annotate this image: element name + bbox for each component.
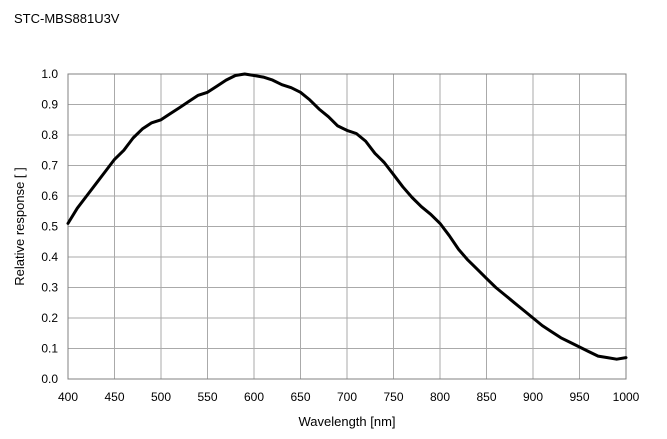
x-tick-label: 700 <box>337 390 357 404</box>
y-tick-label: 0.4 <box>41 250 58 264</box>
y-tick-label: 0.1 <box>41 342 58 356</box>
y-tick-label: 0.7 <box>41 159 58 173</box>
x-tick-label: 900 <box>523 390 543 404</box>
y-tick-label: 0.0 <box>41 372 58 386</box>
plot-frame <box>67 73 627 380</box>
y-tick-label: 0.6 <box>41 189 58 203</box>
y-tick-label: 0.9 <box>41 98 58 112</box>
series-line <box>66 72 628 361</box>
x-tick-label: 650 <box>290 390 310 404</box>
x-tick-label: 750 <box>383 390 403 404</box>
x-tick-label: 800 <box>430 390 450 404</box>
y-tick-label: 0.8 <box>41 128 58 142</box>
x-tick-label: 550 <box>197 390 217 404</box>
y-axis-label: Relative response [ ] <box>12 167 27 286</box>
x-tick-label: 1000 <box>613 390 640 404</box>
x-tick-label: 500 <box>151 390 171 404</box>
y-tick-label: 1.0 <box>41 67 58 81</box>
y-tick-label: 0.5 <box>41 220 58 234</box>
grid <box>67 73 627 380</box>
chart-title: STC-MBS881U3V <box>14 11 120 26</box>
x-tick-label: 950 <box>569 390 589 404</box>
x-tick-labels: 400 450 500 550 600 650 700 750 800 850 900 950 1000 <box>58 390 640 404</box>
x-tick-label: 450 <box>104 390 124 404</box>
x-tick-label: 850 <box>476 390 496 404</box>
x-axis-label: Wavelength [nm] <box>298 414 395 429</box>
x-tick-label: 400 <box>58 390 78 404</box>
y-tick-label: 0.3 <box>41 281 58 295</box>
x-tick-label: 600 <box>244 390 264 404</box>
y-tick-labels: 0.0 0.1 0.2 0.3 0.4 0.5 0.6 0.7 0.8 0.9 1.0 <box>41 67 58 386</box>
y-tick-label: 0.2 <box>41 311 58 325</box>
